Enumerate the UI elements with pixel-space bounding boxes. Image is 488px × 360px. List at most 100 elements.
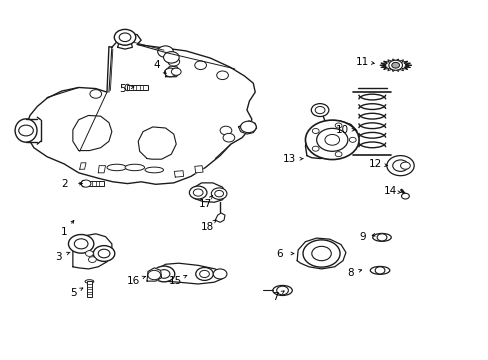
Circle shape [74,239,88,249]
Polygon shape [190,183,225,202]
Text: 7: 7 [271,292,278,302]
Circle shape [214,190,223,197]
Circle shape [325,134,339,145]
Circle shape [376,234,386,241]
Circle shape [213,269,226,279]
Polygon shape [26,33,255,184]
Text: 3: 3 [55,252,61,262]
Polygon shape [73,234,112,269]
Circle shape [90,90,102,98]
Circle shape [68,234,94,253]
Circle shape [305,120,358,159]
Polygon shape [80,163,86,169]
Polygon shape [98,166,105,173]
Circle shape [374,267,384,274]
Ellipse shape [81,180,86,187]
Circle shape [223,134,234,142]
Circle shape [400,162,409,169]
Polygon shape [156,263,224,284]
Text: 16: 16 [126,276,140,286]
Text: 9: 9 [359,232,365,242]
Circle shape [153,266,174,282]
Ellipse shape [125,84,130,91]
Polygon shape [379,59,410,72]
Text: 5: 5 [119,84,125,94]
Bar [83,181,104,186]
Polygon shape [174,171,183,177]
Circle shape [158,270,169,278]
Polygon shape [138,127,176,159]
Circle shape [199,270,209,278]
Ellipse shape [369,266,389,274]
Text: 11: 11 [355,57,368,67]
Text: 10: 10 [335,125,348,135]
Polygon shape [147,268,161,281]
Text: 8: 8 [347,268,353,278]
Circle shape [19,125,33,136]
Circle shape [167,57,179,66]
Ellipse shape [107,164,126,171]
Ellipse shape [85,280,94,283]
Circle shape [98,249,110,258]
Polygon shape [238,121,256,134]
Circle shape [114,30,136,45]
Polygon shape [73,116,112,150]
Ellipse shape [15,119,37,142]
Text: 13: 13 [283,154,296,164]
Circle shape [391,62,399,68]
Circle shape [195,267,213,280]
Circle shape [211,188,226,199]
Text: 2: 2 [61,179,68,189]
Ellipse shape [372,233,390,241]
Text: 6: 6 [276,248,283,258]
Text: 18: 18 [201,222,214,231]
Circle shape [81,180,91,187]
Circle shape [315,107,325,114]
Circle shape [220,126,231,135]
Text: 17: 17 [199,199,212,210]
Circle shape [386,156,413,176]
Text: 5: 5 [70,288,77,298]
Ellipse shape [145,167,163,173]
Circle shape [311,246,330,261]
Circle shape [158,46,173,57]
Circle shape [316,129,347,151]
Circle shape [334,123,341,128]
Circle shape [276,286,288,295]
Text: 12: 12 [368,159,381,169]
Circle shape [312,146,319,151]
Circle shape [334,152,341,157]
Ellipse shape [125,164,144,171]
Text: 14: 14 [384,186,397,197]
Polygon shape [194,166,203,173]
Circle shape [148,270,160,280]
Circle shape [164,68,176,77]
Circle shape [93,246,115,261]
Text: 15: 15 [168,276,182,286]
Circle shape [388,60,402,70]
Circle shape [194,61,206,69]
Polygon shape [305,121,357,158]
Circle shape [85,251,93,256]
Circle shape [216,71,228,80]
Circle shape [163,51,179,63]
Circle shape [311,104,328,117]
Circle shape [171,68,181,75]
Circle shape [88,257,96,262]
Circle shape [189,186,206,199]
Circle shape [193,189,203,196]
Polygon shape [215,213,224,222]
Bar [86,282,92,297]
Polygon shape [165,66,180,77]
Polygon shape [297,238,345,269]
Circle shape [392,160,407,171]
Circle shape [240,121,256,133]
Polygon shape [118,43,132,49]
Ellipse shape [272,285,292,296]
Text: 1: 1 [61,227,67,237]
Circle shape [119,33,131,41]
Circle shape [303,240,339,267]
Bar [127,85,148,90]
Circle shape [348,137,355,142]
Circle shape [401,193,408,199]
